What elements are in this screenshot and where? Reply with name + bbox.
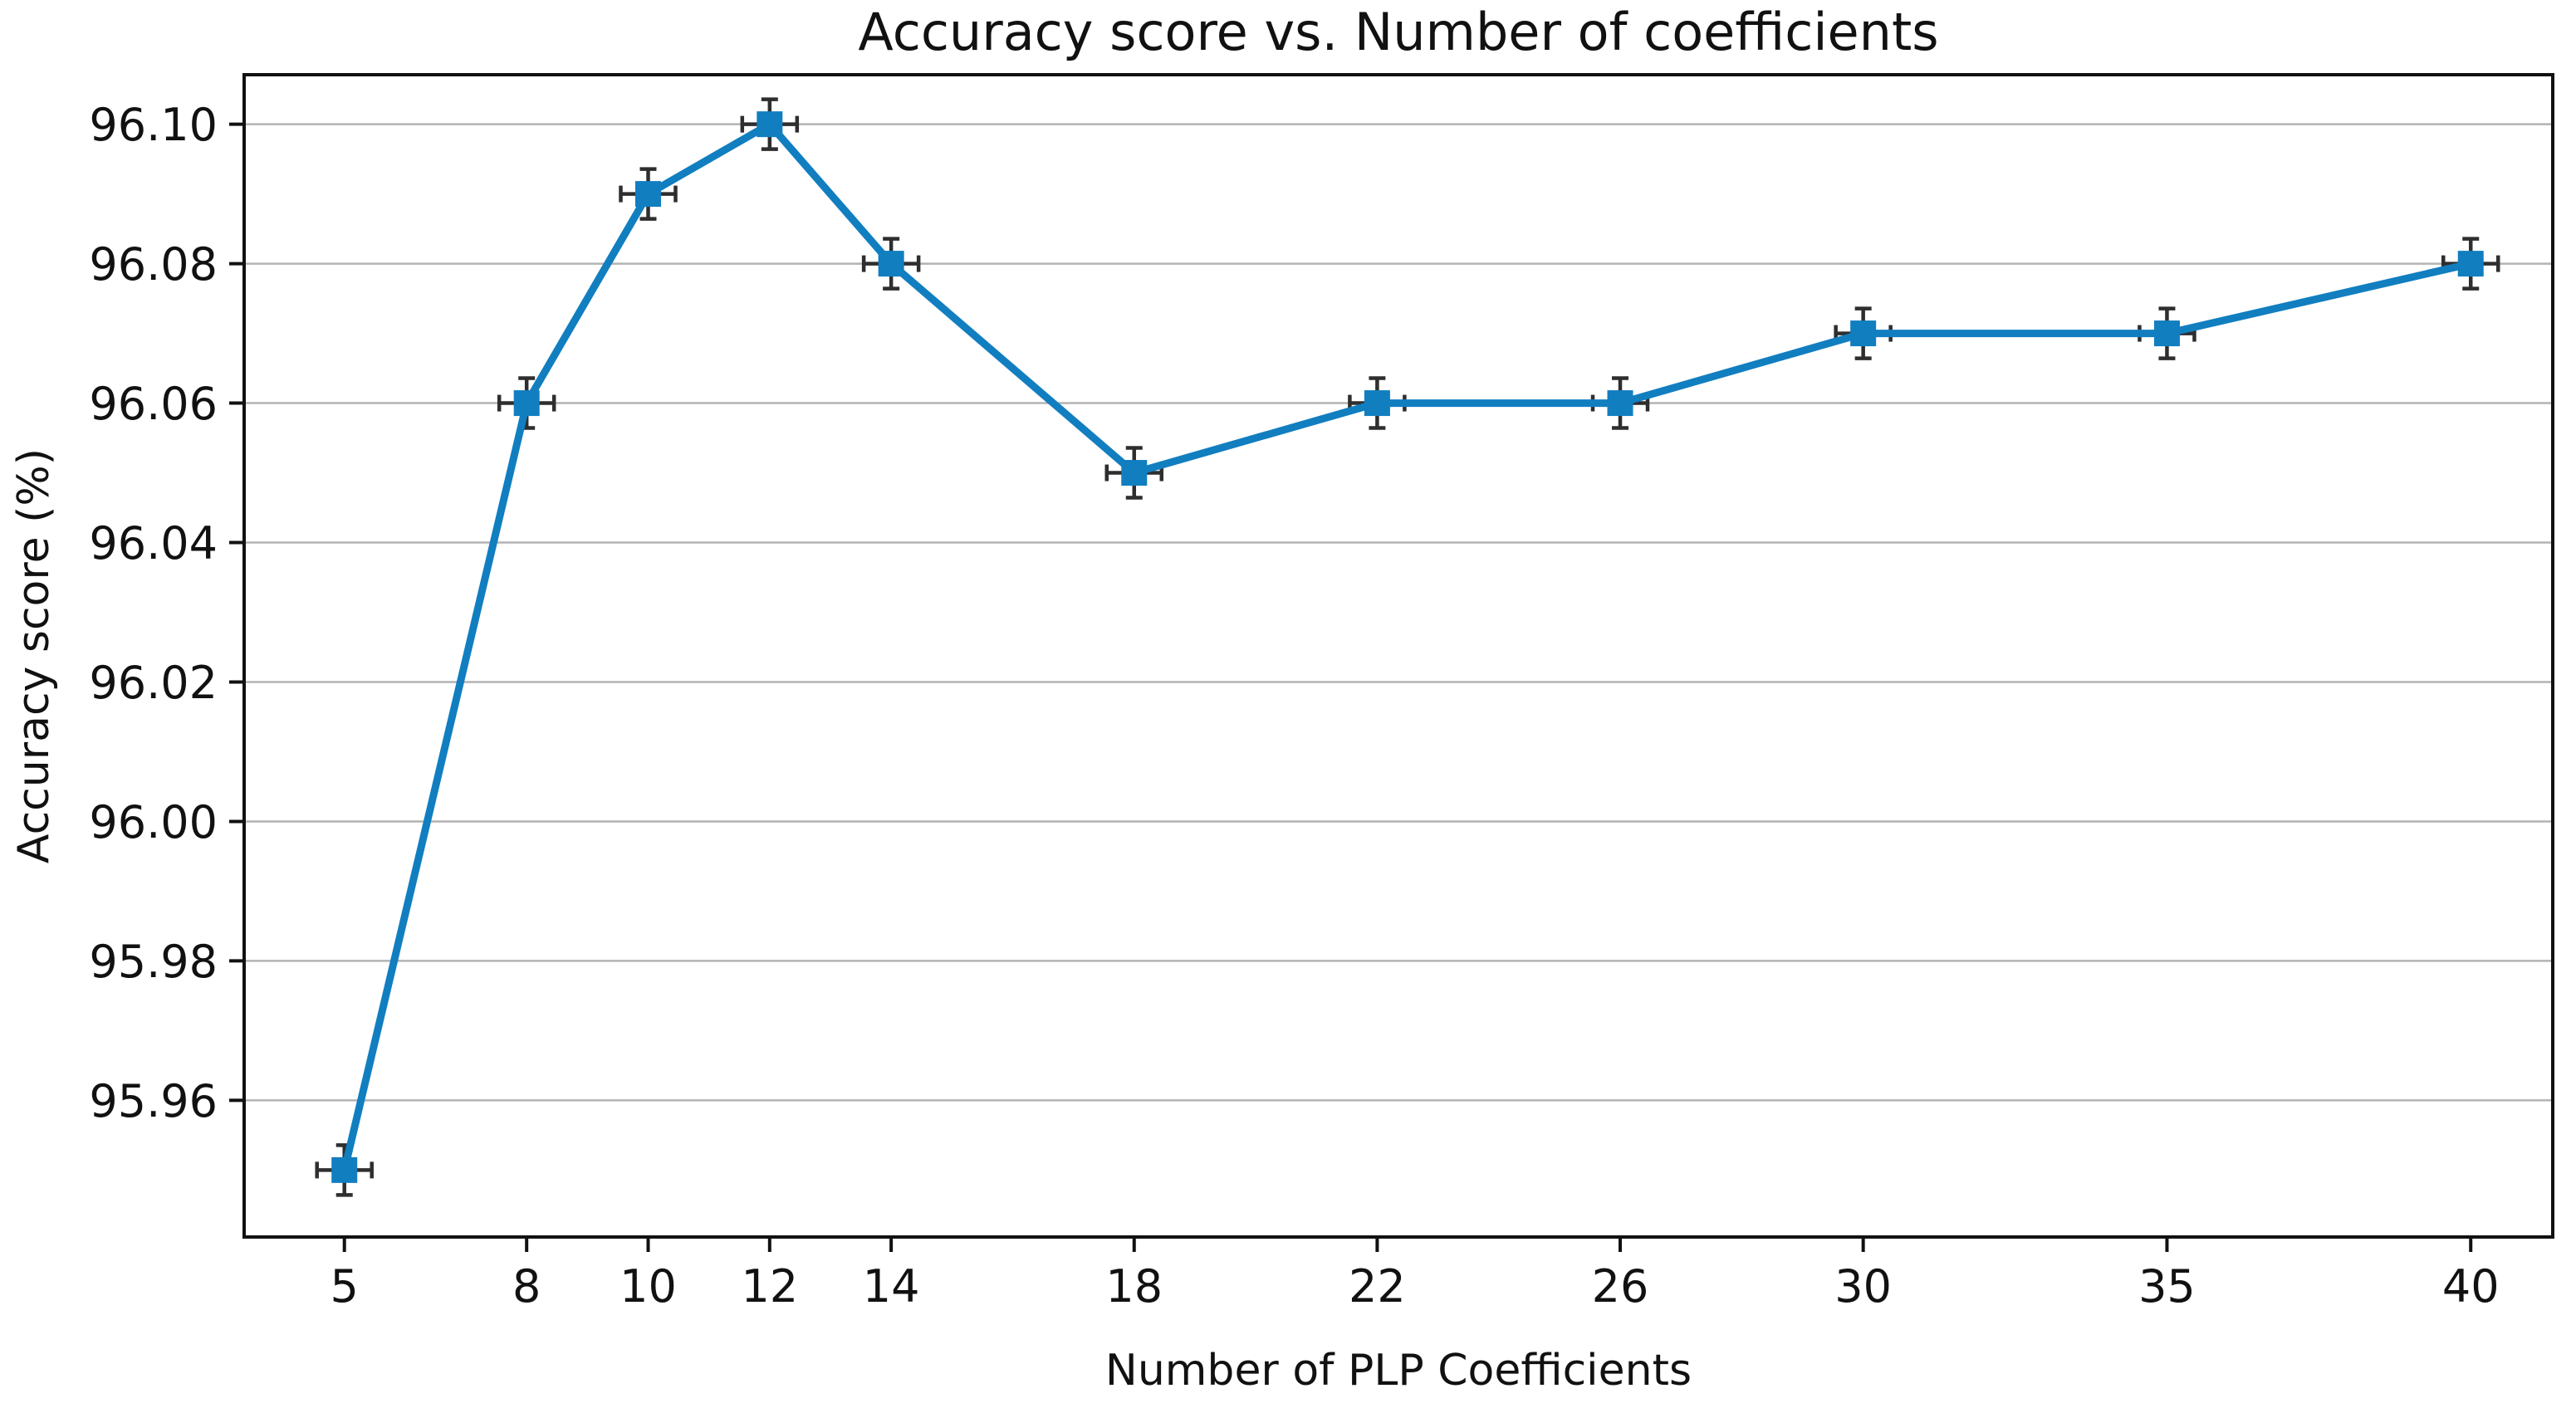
chart-title: Accuracy score vs. Number of coefficient… — [858, 2, 1938, 62]
y-tick-label: 96.04 — [89, 517, 218, 570]
y-tick-label: 96.10 — [89, 99, 218, 151]
plot-area — [244, 75, 2553, 1237]
data-point-marker — [513, 390, 540, 417]
x-tick-label: 8 — [512, 1260, 541, 1313]
x-tick-label: 14 — [863, 1260, 920, 1313]
y-axis-label: Accuracy score (%) — [9, 448, 59, 863]
data-points — [331, 111, 2484, 1183]
data-point-marker — [878, 251, 904, 277]
x-axis-label: Number of PLP Coefficients — [1105, 1346, 1692, 1396]
x-tick-label: 5 — [331, 1260, 359, 1313]
y-tick-label: 96.06 — [89, 378, 218, 430]
data-point-marker — [331, 1156, 358, 1183]
data-point-marker — [1364, 390, 1390, 417]
data-point-marker — [635, 181, 661, 208]
y-tick-label: 95.96 — [89, 1075, 218, 1127]
x-tick-label: 30 — [1834, 1260, 1892, 1313]
y-tick-label: 96.08 — [89, 238, 218, 291]
x-tick-label: 18 — [1105, 1260, 1163, 1313]
data-point-marker — [2153, 320, 2180, 347]
data-point-marker — [1850, 320, 1877, 347]
data-point-marker — [1121, 460, 1148, 486]
x-tick-label: 12 — [741, 1260, 798, 1313]
y-tick-label: 96.02 — [89, 657, 218, 709]
tick-labels: 95.96 95.98 96.00 96.02 96.04 96.06 96.08 96.10… — [89, 99, 2499, 1313]
y-tick-label: 95.98 — [89, 936, 218, 988]
data-point-marker — [757, 111, 783, 138]
x-tick-label: 22 — [1349, 1260, 1406, 1313]
x-tick-label: 40 — [2442, 1260, 2500, 1313]
axis-ticks — [229, 122, 2473, 1252]
plot-border — [242, 73, 2554, 1239]
x-tick-label: 35 — [2138, 1260, 2196, 1313]
y-tick-label: 96.00 — [89, 796, 218, 848]
data-point-marker — [1607, 390, 1633, 417]
data-point-marker — [2457, 251, 2484, 277]
x-tick-label: 10 — [620, 1260, 677, 1313]
x-tick-label: 26 — [1592, 1260, 1649, 1313]
